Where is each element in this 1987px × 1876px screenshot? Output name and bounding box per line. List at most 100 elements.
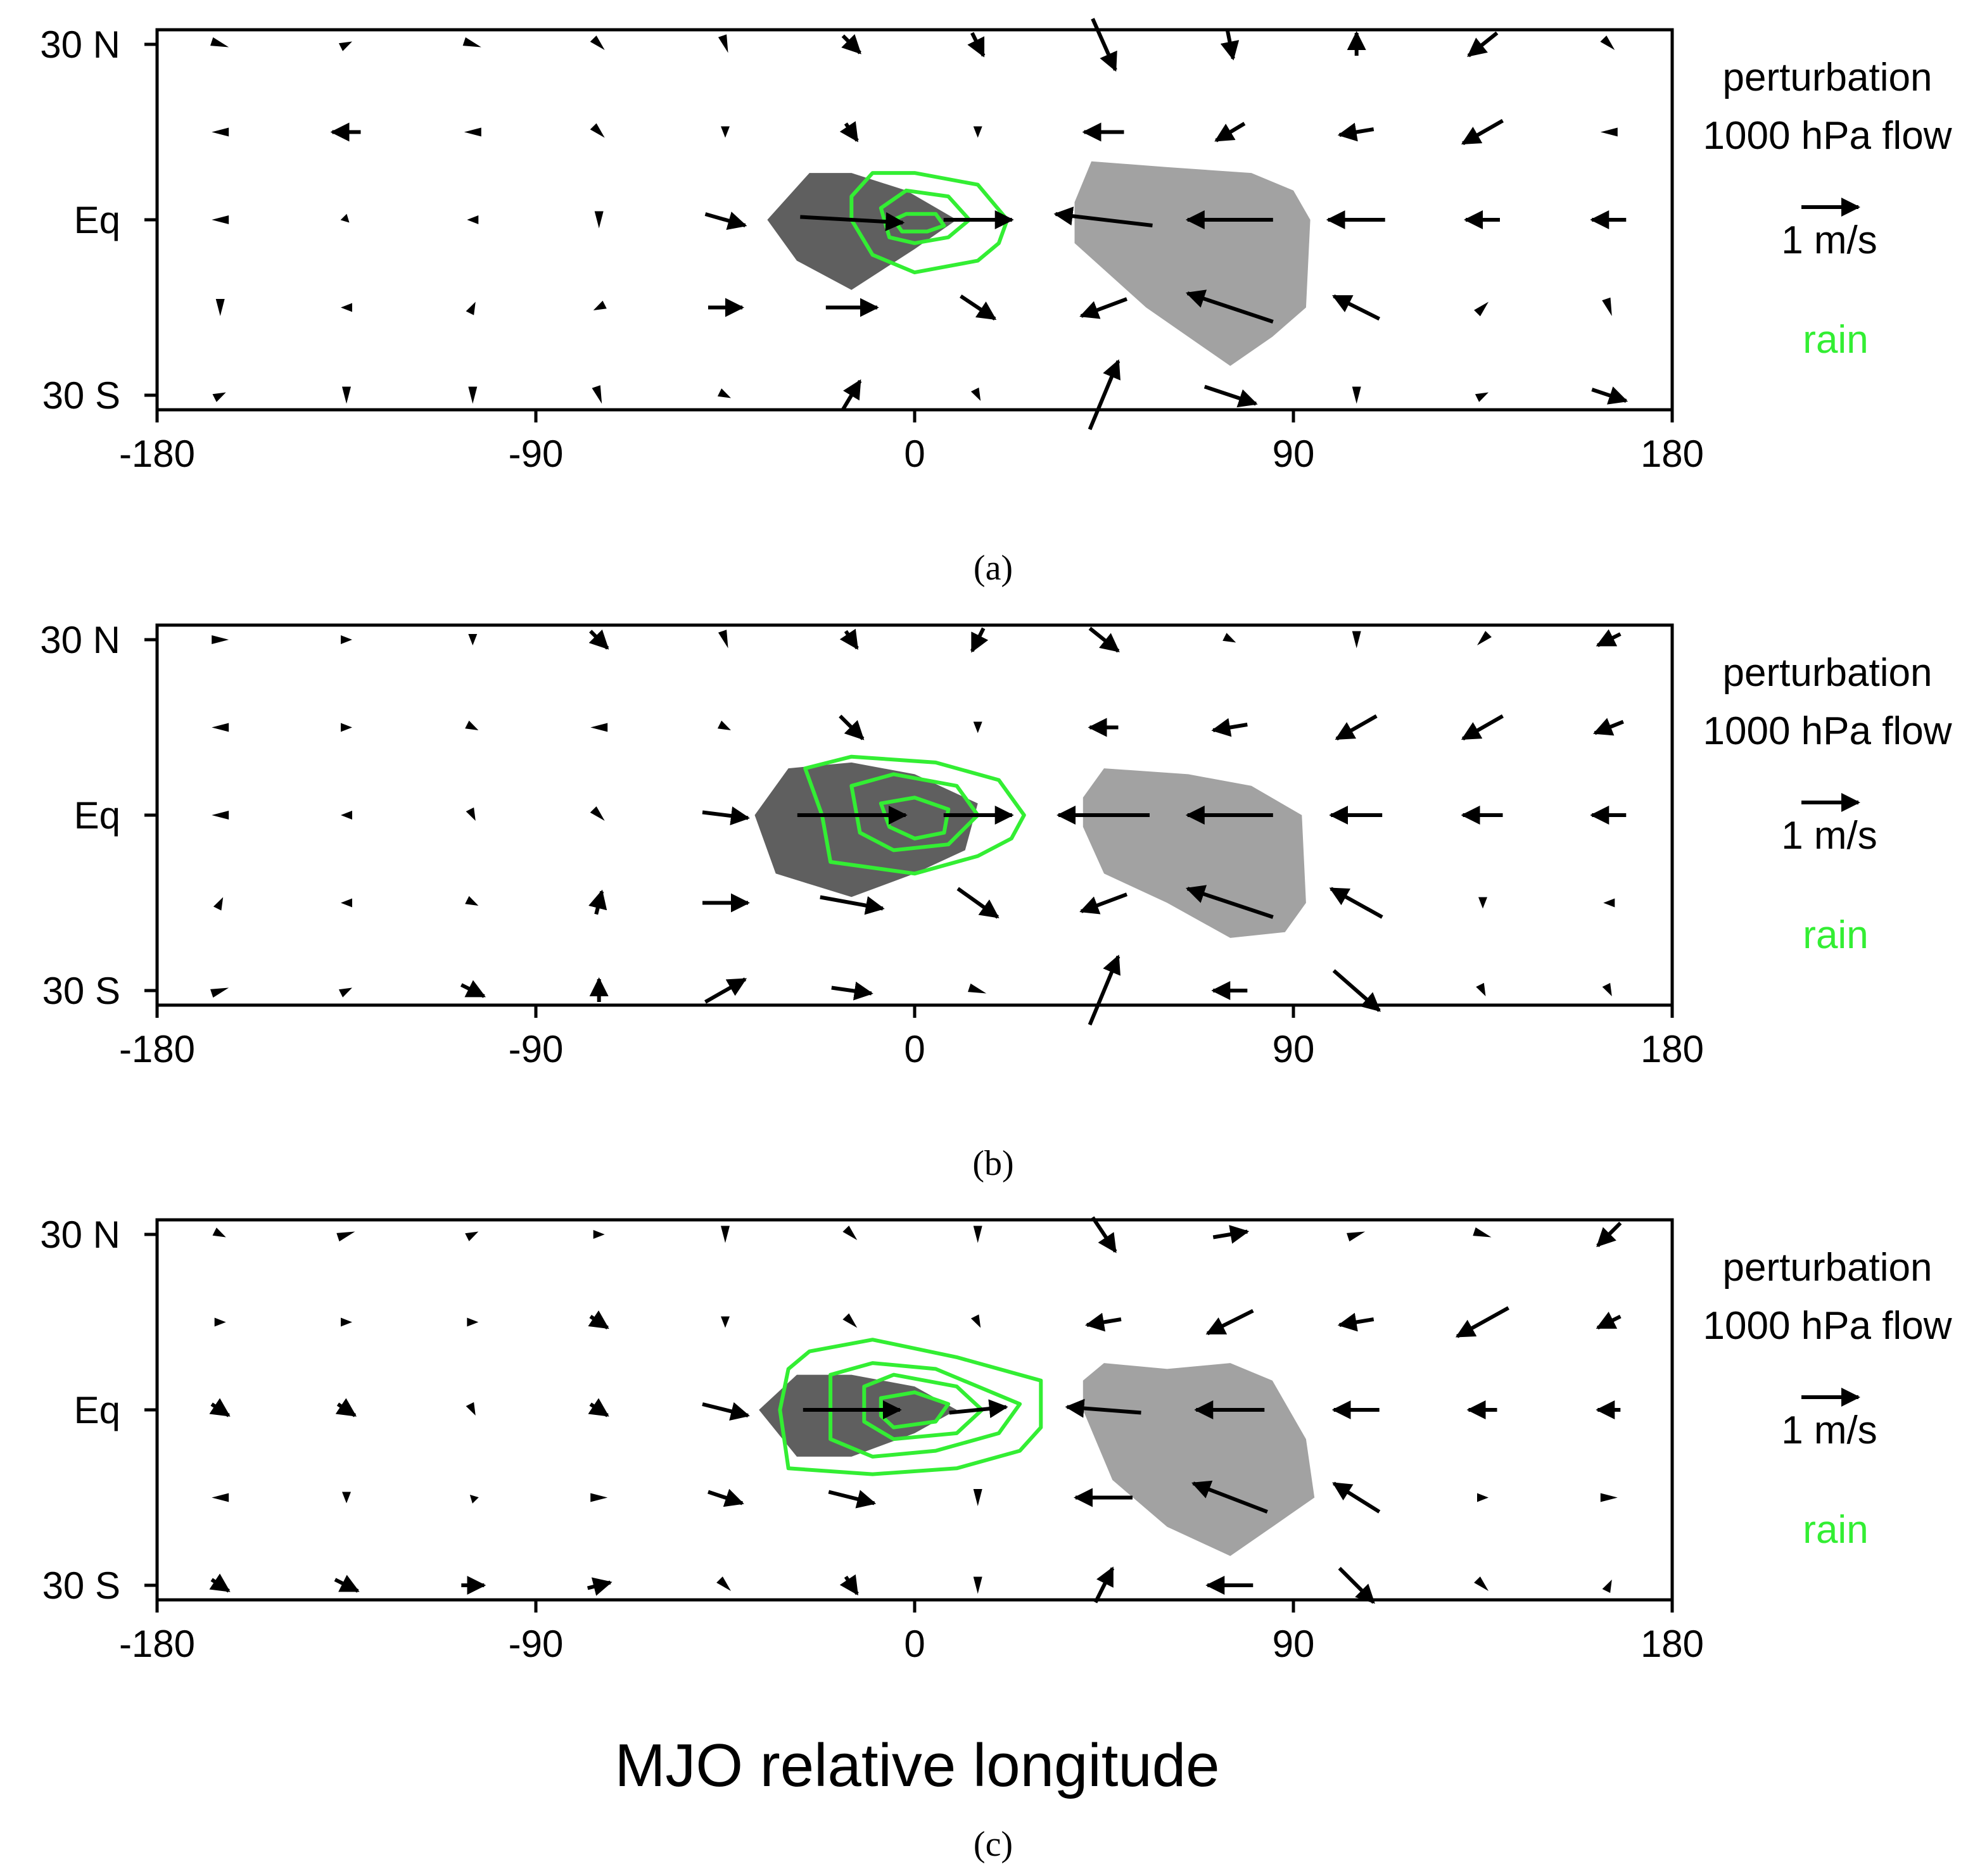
x-tick-label: 90 bbox=[1273, 1623, 1315, 1665]
wind-vector bbox=[1079, 892, 1128, 915]
wind-vector bbox=[1337, 122, 1374, 142]
wind-vector bbox=[212, 215, 229, 224]
y-tick-label: Eq bbox=[74, 1389, 120, 1431]
legend-title-line2: 1000 hPa flow bbox=[1703, 709, 1952, 753]
wind-vector bbox=[215, 299, 225, 316]
wind-vector bbox=[839, 1574, 859, 1595]
wind-vector bbox=[970, 627, 989, 653]
wind-vector bbox=[1477, 631, 1492, 645]
wind-vector bbox=[341, 1317, 352, 1327]
wind-vector bbox=[464, 127, 481, 137]
wind-vector bbox=[212, 392, 226, 402]
wind-vector bbox=[960, 295, 997, 320]
wind-vector bbox=[210, 987, 229, 998]
y-tick-label: Eq bbox=[74, 199, 120, 241]
legend-rain-label: rain bbox=[1803, 318, 1868, 362]
wind-vector bbox=[1352, 386, 1361, 404]
wind-vector bbox=[1461, 118, 1504, 146]
rain-contour-3 bbox=[879, 795, 951, 840]
panel-c: -180 -90 0 90 180 30 N Eq 30 S perturbation 100… bbox=[40, 1214, 1952, 1665]
x-tick-label: -90 bbox=[509, 433, 564, 475]
wind-vector bbox=[1338, 1566, 1375, 1604]
wind-vector bbox=[593, 1230, 605, 1239]
x-tick-label: -90 bbox=[509, 1028, 564, 1070]
x-tick-label: 0 bbox=[904, 433, 925, 475]
wind-vector bbox=[839, 121, 859, 143]
y-tick-label: 30 S bbox=[42, 970, 120, 1012]
x-tick-label: -180 bbox=[119, 1623, 195, 1665]
wind-vector bbox=[718, 630, 728, 649]
wind-vector bbox=[1603, 898, 1615, 908]
wind-vector bbox=[1352, 631, 1361, 649]
wind-vector bbox=[209, 1398, 231, 1417]
wind-vector bbox=[1596, 1312, 1622, 1330]
legend-rain-label: rain bbox=[1803, 1508, 1868, 1552]
wind-vector bbox=[1332, 294, 1381, 321]
wind-vector bbox=[588, 889, 607, 915]
x-tick-label: 180 bbox=[1641, 1028, 1704, 1070]
wind-vector bbox=[839, 714, 865, 740]
wind-vector bbox=[1332, 1481, 1381, 1514]
legend-scale-label: 1 m/s bbox=[1781, 219, 1877, 262]
rain-contour-1 bbox=[849, 171, 1010, 275]
wind-vector bbox=[1475, 392, 1489, 402]
rain-contour-3 bbox=[862, 1372, 984, 1442]
wind-vector bbox=[1185, 885, 1274, 919]
wind-vector bbox=[1337, 1312, 1374, 1332]
wind-vector bbox=[949, 1399, 1008, 1419]
x-tick-label: -180 bbox=[119, 1028, 195, 1070]
rain-contour-1 bbox=[803, 754, 1026, 876]
wind-vector bbox=[1593, 718, 1624, 736]
panel-b-legend: perturbation 1000 hPa flow 1 m/s rain bbox=[1703, 651, 1952, 957]
y-tick-label: 30 S bbox=[42, 1564, 120, 1607]
wind-vector bbox=[209, 1573, 231, 1593]
wind-vector bbox=[839, 628, 859, 650]
legend-title-line1: perturbation bbox=[1723, 56, 1933, 99]
wind-vector bbox=[721, 1226, 730, 1243]
positive-anomaly-region bbox=[754, 762, 978, 897]
wind-vector bbox=[800, 212, 905, 231]
wind-vector bbox=[338, 987, 352, 998]
wind-vector bbox=[1474, 1576, 1489, 1591]
wind-vector bbox=[466, 1402, 476, 1416]
wind-vector bbox=[1473, 1227, 1492, 1238]
wind-vector bbox=[716, 1576, 731, 1591]
wind-vector bbox=[1600, 127, 1618, 137]
x-tick-label: 0 bbox=[904, 1623, 925, 1665]
legend-scale-label: 1 m/s bbox=[1781, 814, 1877, 858]
wind-vector bbox=[841, 379, 862, 411]
panel-a-label: (a) bbox=[974, 548, 1013, 588]
wind-vector bbox=[467, 215, 479, 224]
wind-vector bbox=[588, 629, 609, 650]
wind-vector bbox=[1222, 633, 1236, 643]
x-tick-label: -90 bbox=[509, 1623, 564, 1665]
wind-vector bbox=[1474, 301, 1489, 317]
wind-vector bbox=[973, 1226, 982, 1243]
wind-vector bbox=[1091, 18, 1117, 72]
wind-vector bbox=[1476, 982, 1486, 996]
wind-vector bbox=[340, 213, 350, 223]
wind-vector bbox=[469, 1495, 479, 1504]
wind-vector bbox=[212, 127, 229, 137]
rain-contour-2 bbox=[849, 772, 980, 852]
wind-vector bbox=[1347, 1231, 1366, 1242]
wind-vector bbox=[1461, 714, 1504, 741]
wind-vector bbox=[465, 896, 479, 906]
wind-vector bbox=[1467, 31, 1499, 58]
legend-title-line2: 1000 hPa flow bbox=[1703, 1304, 1952, 1348]
x-tick-label: 90 bbox=[1273, 433, 1315, 475]
rain-contour-2 bbox=[828, 1361, 1022, 1459]
wind-vector bbox=[1191, 1480, 1268, 1514]
wind-vector bbox=[334, 1575, 360, 1593]
wind-vector bbox=[1088, 626, 1120, 653]
wind-vector bbox=[462, 37, 481, 48]
wind-vector bbox=[1220, 29, 1240, 61]
wind-vector bbox=[1455, 1306, 1509, 1338]
wind-vector bbox=[1478, 897, 1487, 909]
wind-vector bbox=[1602, 982, 1612, 996]
wind-vector bbox=[1335, 714, 1378, 741]
negative-anomaly-region bbox=[1082, 768, 1306, 938]
wind-vector bbox=[590, 1493, 608, 1502]
wind-vector bbox=[1600, 35, 1615, 50]
wind-vector bbox=[1085, 1312, 1122, 1332]
